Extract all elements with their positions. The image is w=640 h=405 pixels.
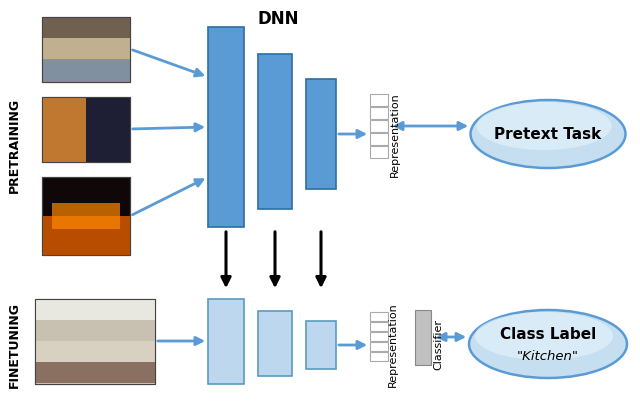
Bar [42,216,130,256]
Bar [42,18,130,39]
Bar [258,311,292,376]
Bar [42,98,130,162]
Bar [306,321,336,369]
Bar [42,18,130,83]
Ellipse shape [470,101,625,168]
Text: PRETRAINING: PRETRAINING [8,97,20,192]
Bar [35,299,155,384]
Bar [415,310,431,365]
Bar [208,28,244,228]
Text: "Kitchen": "Kitchen" [517,350,579,362]
Bar [35,299,155,320]
Text: Classifier: Classifier [433,319,443,370]
Ellipse shape [475,312,613,360]
Bar [370,121,388,133]
Bar [35,299,155,384]
Bar [52,203,120,230]
Bar [42,61,130,82]
Bar [42,177,130,256]
Bar [370,95,388,107]
Ellipse shape [477,103,611,151]
Bar [35,341,155,362]
Bar [370,134,388,146]
Bar [42,98,86,162]
Bar [35,362,155,383]
Bar [370,332,388,341]
Bar [370,108,388,120]
Bar [42,98,130,162]
Bar [258,55,292,209]
Bar [306,80,336,190]
Bar [370,342,388,351]
Text: DNN: DNN [257,10,299,28]
Text: Representation: Representation [390,92,400,177]
Bar [370,322,388,331]
Bar [208,299,244,384]
Bar [42,18,130,83]
Bar [42,39,130,60]
Bar [370,312,388,321]
Text: Pretext Task: Pretext Task [494,127,602,142]
Bar [35,320,155,341]
Bar [370,147,388,159]
Bar [42,177,130,256]
Bar [370,352,388,361]
Text: Representation: Representation [388,302,398,386]
Ellipse shape [469,310,627,378]
Bar [86,98,130,162]
Text: Class Label: Class Label [500,327,596,342]
Text: FINETUNING: FINETUNING [8,301,20,387]
